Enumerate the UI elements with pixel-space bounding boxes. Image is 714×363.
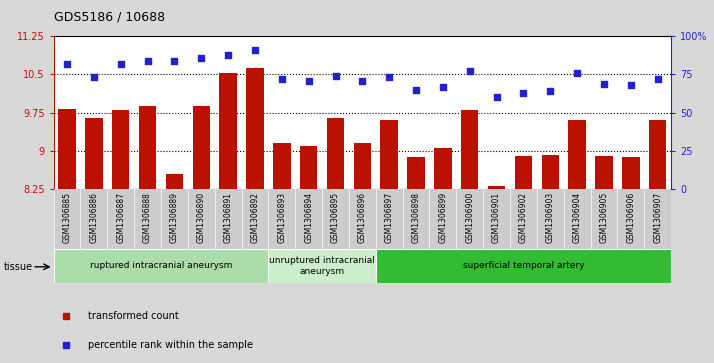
Point (464, 69, 476, 74)
Text: GSM1306902: GSM1306902 (519, 192, 528, 243)
Point (115, 61, 126, 67)
Text: GSM1306896: GSM1306896 (358, 192, 367, 243)
Bar (595, 156, 613, 189)
Text: GSM1306885: GSM1306885 (63, 192, 71, 243)
Point (222, 52, 233, 57)
Text: tissue: tissue (4, 262, 33, 272)
Point (303, 78, 314, 83)
Point (571, 70, 583, 76)
Point (249, 47, 261, 53)
Text: GSM1306893: GSM1306893 (277, 192, 286, 243)
Bar (246, 68, 263, 189)
Text: GSM1306900: GSM1306900 (466, 192, 474, 243)
Bar (54, 249, 268, 283)
Text: GSM1306894: GSM1306894 (304, 192, 313, 243)
Point (411, 87, 422, 93)
Text: GSM1306901: GSM1306901 (492, 192, 501, 243)
Text: GSM1306892: GSM1306892 (251, 192, 259, 243)
Bar (166, 174, 183, 189)
Bar (407, 157, 425, 189)
Text: GSM1306887: GSM1306887 (116, 192, 125, 243)
Bar (219, 73, 237, 189)
Point (652, 76, 663, 82)
Text: ruptured intracranial aneurysm: ruptured intracranial aneurysm (90, 261, 232, 270)
Point (276, 76, 288, 82)
Bar (649, 120, 666, 189)
Bar (542, 155, 559, 189)
Text: GSM1306886: GSM1306886 (89, 192, 99, 243)
Point (598, 81, 610, 86)
Point (330, 73, 341, 79)
Bar (59, 109, 76, 189)
Point (88, 74, 99, 80)
Bar (268, 249, 376, 283)
Bar (461, 110, 478, 189)
Bar (381, 120, 398, 189)
Text: percentile rank within the sample: percentile rank within the sample (88, 340, 253, 350)
Point (625, 82, 637, 88)
Point (545, 88, 556, 94)
Text: GSM1306888: GSM1306888 (143, 192, 152, 242)
Text: GSM1306904: GSM1306904 (573, 192, 582, 243)
Bar (85, 118, 103, 189)
Point (196, 55, 207, 61)
Bar (515, 156, 532, 189)
Text: GSM1306899: GSM1306899 (438, 192, 448, 243)
Text: unruptured intracranial
aneurysm: unruptured intracranial aneurysm (269, 256, 375, 276)
Text: GSM1306907: GSM1306907 (653, 192, 662, 243)
Point (383, 74, 395, 80)
Point (437, 84, 448, 90)
Bar (193, 106, 210, 189)
Bar (568, 120, 586, 189)
Text: GSM1306891: GSM1306891 (223, 192, 233, 243)
Point (169, 58, 180, 64)
Point (518, 90, 529, 95)
Bar (112, 110, 129, 189)
Text: GSM1306898: GSM1306898 (411, 192, 421, 243)
Bar (622, 157, 640, 189)
Text: GSM1306897: GSM1306897 (385, 192, 393, 243)
Text: GDS5186 / 10688: GDS5186 / 10688 (54, 11, 165, 24)
Point (61, 61, 73, 67)
Bar (376, 249, 671, 283)
Point (491, 94, 503, 100)
Point (357, 78, 368, 83)
Bar (273, 143, 291, 189)
Text: GSM1306905: GSM1306905 (600, 192, 608, 243)
Text: superficial temporal artery: superficial temporal artery (463, 261, 584, 270)
Point (142, 58, 154, 64)
Bar (139, 106, 156, 189)
Bar (434, 148, 452, 189)
Bar (327, 118, 344, 189)
Text: GSM1306906: GSM1306906 (626, 192, 635, 243)
Bar (353, 143, 371, 189)
Text: GSM1306895: GSM1306895 (331, 192, 340, 243)
Text: GSM1306890: GSM1306890 (197, 192, 206, 243)
Text: GSM1306903: GSM1306903 (545, 192, 555, 243)
Bar (300, 146, 318, 189)
Text: GSM1306889: GSM1306889 (170, 192, 179, 243)
Text: transformed count: transformed count (88, 311, 178, 321)
Bar (488, 186, 506, 189)
